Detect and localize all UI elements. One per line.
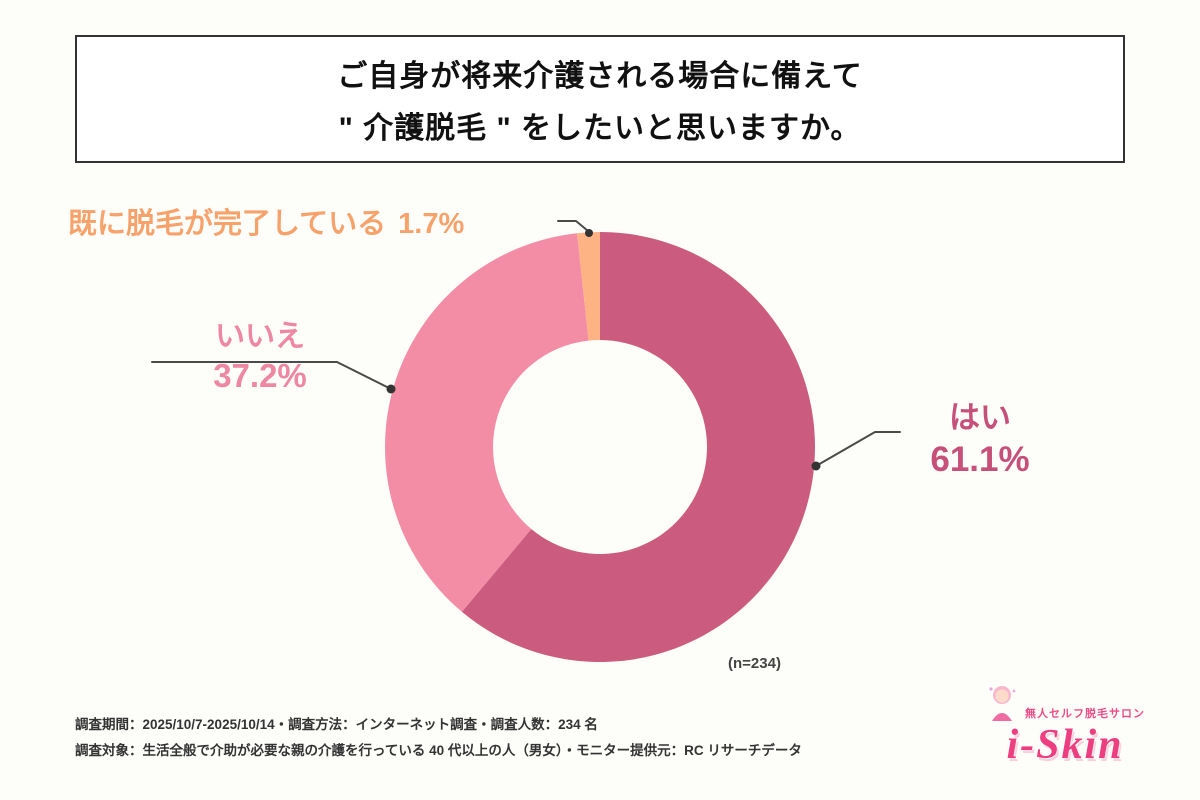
donut-segment-いいえ [385,233,589,612]
page-title-line-2: " 介護脱毛 " をしたいと思いますか。 [338,112,862,145]
segment-label-done-pct: 1.7% [398,208,465,240]
title-box: ご自身が将来介護される場合に備えて " 介護脱毛 " をしたいと思いますか。 [75,35,1125,163]
sample-size-label: (n=234) [728,655,781,672]
survey-footnote-line-2: 調査対象：生活全般で介助が必要な親の介護を行っている 40 代以上の人（男女）・… [75,743,802,758]
i-skin-logo: 無人セルフ脱毛サロン i-Skin [985,683,1145,767]
segment-label-yes: はい 61.1% [890,398,1070,482]
page-title-line-1: ご自身が将来介護される場合に備えて [337,60,863,93]
segment-label-no: いいえ 37.2% [170,318,350,396]
segment-label-done: 既に脱毛が完了している 1.7% [68,200,464,242]
segment-label-yes-name: はい [949,400,1011,435]
logo-top-row: 無人セルフ脱毛サロン [985,683,1145,723]
donut-segment-既に脱毛が完了している [577,232,600,341]
segment-label-no-pct: 37.2% [213,357,307,394]
mascot-icon [989,686,1016,721]
logo-name: i-Skin [1006,722,1124,768]
survey-footnote-line-1: 調査期間：2025/10/7-2025/10/14・調査方法：インターネット調査… [75,717,598,732]
donut-segment-はい [461,232,815,662]
survey-footnote: 調査期間：2025/10/7-2025/10/14・調査方法：インターネット調査… [75,712,802,764]
segment-label-no-name: いいえ [215,320,305,353]
segment-label-yes-pct: 61.1% [930,440,1030,479]
segment-label-done-name: 既に脱毛が完了している [68,208,387,240]
donut-chart [385,232,815,662]
logo-tagline: 無人セルフ脱毛サロン [1025,708,1145,720]
